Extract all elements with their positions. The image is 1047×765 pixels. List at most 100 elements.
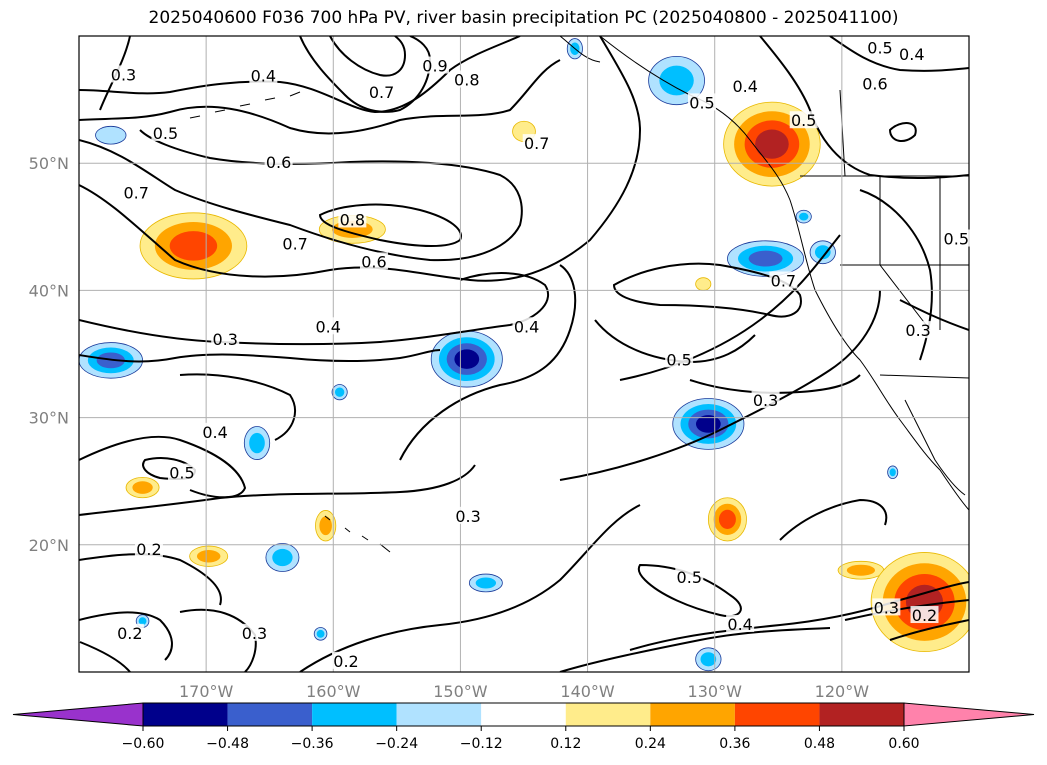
contour-label: 0.5 [689,93,714,112]
pv-contour-line [329,36,407,77]
precip-blob [870,552,969,653]
contour-label: 0.5 [169,464,194,483]
colorbar-tick-label: 0.60 [888,736,919,752]
contour-label: 0.5 [153,124,178,143]
contour-label: 0.4 [514,317,539,336]
pv-contour-line [79,349,441,363]
contour-label-bg [454,506,483,524]
colorbar: −0.60 −0.48 −0.36 −0.24 −0.12 0.12 0.24 0.36 0.4… [12,702,1035,752]
contour-label-bg [367,83,396,101]
lon-tick-label: 130°W [688,682,743,701]
pv-contour-line [79,553,222,606]
precip-level-fill [138,617,147,626]
pv-contour-line [629,581,969,651]
colorbar-tick-label: −0.60 [122,736,165,752]
contour-label-bg [452,70,481,88]
colorbar-segment [227,703,313,726]
pv-contour-line [79,36,521,114]
lat-tick-label: 20°N [29,536,69,555]
contour-label-bg [789,111,818,129]
contour-label-bg [910,606,939,624]
contour-label-bg [675,567,704,585]
contour-label-bg [201,422,230,440]
colorbar-segment [734,703,820,726]
precip-blob [95,125,127,145]
contour-label-bg [731,76,760,94]
precip-level-fill [889,468,896,477]
precip-level-fill [799,212,809,221]
precip-blob [723,101,821,187]
colorbar-tick-label: 0.24 [635,736,666,752]
colorbar-segment [819,703,904,726]
contour-label-bg [359,252,388,270]
contour-label: 0.7 [369,83,394,102]
contour-label-bg [314,317,343,335]
precip-level-fill [316,629,325,638]
colorbar-tick-label: −0.24 [375,736,418,752]
lon-tick-label: 120°W [815,682,870,701]
country-border [879,374,969,379]
precip-level-fill [319,516,332,536]
axis-tick-labels: 170°W 160°W 150°W 140°W 130°W 120°W 50°N 40°N 30… [29,154,870,701]
pv-contour-line [299,36,432,113]
contour-label-bg [421,56,449,74]
contour-label: 0.3 [212,330,237,349]
contour-label: 0.7 [771,271,796,290]
pv-contour-line [559,627,831,672]
lon-tick-label: 150°W [433,682,488,701]
lat-tick-label: 30°N [29,409,69,428]
contour-label: 0.7 [123,184,148,203]
aleutian-islands [189,91,301,119]
lat-tick-label: 50°N [29,154,69,173]
pv-contour-line [79,641,131,672]
contour-label: 0.9 [422,57,447,76]
contour-label-bg [512,317,541,335]
precip-level-fill [95,125,127,145]
map-title: 2025040600 F036 700 hPa PV, river basin … [148,8,899,28]
contour-label-bg [151,123,180,141]
precip-blob [430,330,503,388]
contour-label: 0.5 [677,568,702,587]
precip-blob [727,240,805,277]
precip-level-fill [755,129,789,159]
contour-label-bg [942,229,971,247]
pv-contour-line [79,59,561,135]
contour-label: 0.2 [912,606,937,625]
hawaiian-islands [324,515,391,553]
precipitation-pc-fill [79,38,969,672]
colorbar-frame [142,702,905,727]
precip-level-fill [700,652,717,667]
contour-label-bg [134,539,163,557]
contour-label: 0.4 [202,423,227,442]
pv-contour-line [889,619,969,641]
contour-label-bg [249,66,278,84]
pv-contour-line [844,599,969,621]
contour-label-bg [872,598,901,616]
precip-blob [795,209,812,224]
colorbar-segment [143,703,228,726]
contour-label: 0.4 [727,615,752,634]
contour-label-bg [897,45,926,63]
precip-level-fill [454,349,480,369]
precip-blob [809,240,836,265]
colorbar-extend-low [12,702,144,727]
contour-label: 0.6 [361,252,386,271]
precip-blob [125,476,160,499]
contour-label: 0.8 [340,210,365,229]
contour-label-bg [866,38,894,56]
contour-label: 0.2 [333,652,358,671]
precip-level-fill [272,548,293,567]
map-frame [78,35,970,673]
precip-level-fill [249,432,265,454]
pv-contour-line [888,122,917,142]
colorbar-tick-label: −0.48 [206,736,249,752]
lon-tick-label: 140°W [560,682,615,701]
precip-level-fill [814,245,831,260]
pv-contour-line [79,464,476,516]
precip-level-fill [334,387,345,397]
contour-label-bg [688,93,716,111]
precip-level-fill [196,549,221,563]
precip-level-fill [132,481,153,494]
precip-blob [468,573,503,593]
colorbar-tick-label: 0.12 [550,736,581,752]
